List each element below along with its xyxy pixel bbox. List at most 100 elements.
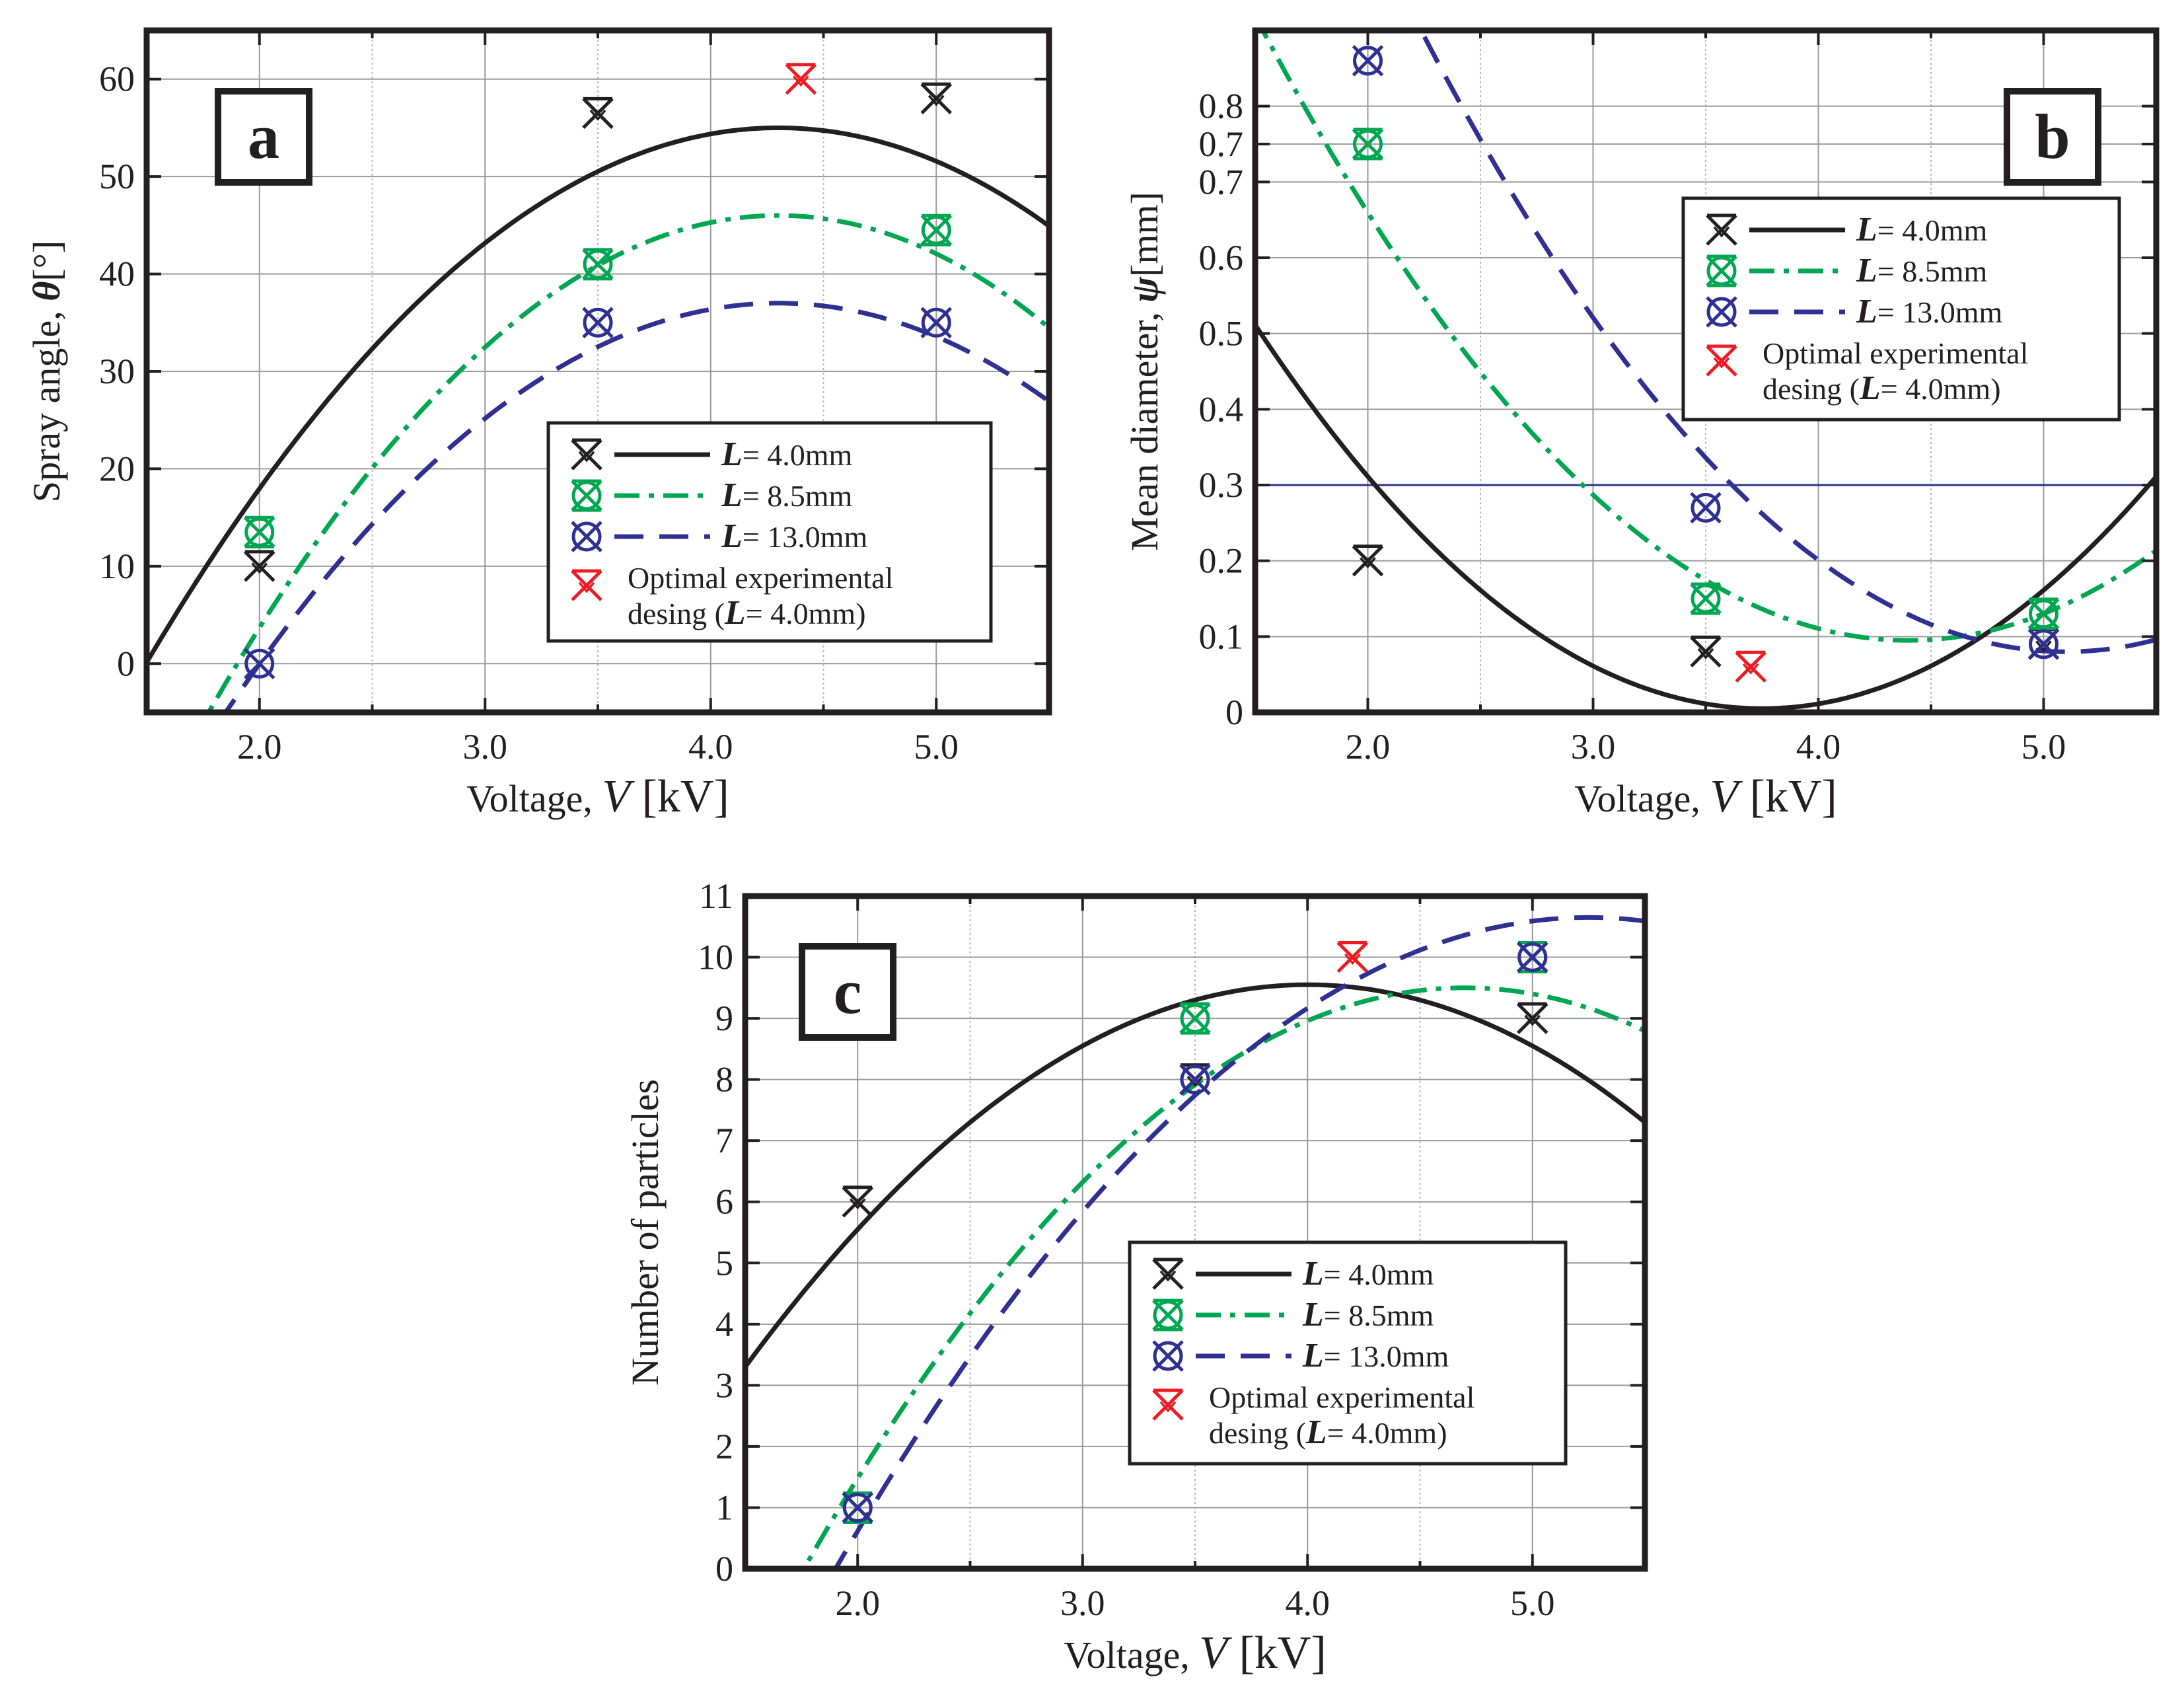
marker-stroke	[571, 570, 602, 601]
data-point-L13	[1352, 45, 1384, 77]
x-tick-label: 5.0	[1510, 1583, 1555, 1623]
marker-stroke	[1180, 1065, 1210, 1095]
y-tick-label: 7	[715, 1121, 733, 1160]
marker-stroke	[1690, 583, 1722, 615]
legend-label-L13: L= 13.0mm	[1856, 293, 2002, 330]
y-tick-label: 4	[715, 1304, 733, 1344]
marker-stroke	[928, 94, 945, 106]
legend-value: = 13.0mm	[1877, 295, 2003, 329]
x-axis-title-unit: [kV]	[1227, 1628, 1327, 1678]
marker-stroke	[1152, 1340, 1184, 1372]
y-tick-label: 0	[1225, 693, 1243, 732]
legend-value: = 8.5mm	[1877, 254, 1988, 288]
fit-curve-L13	[223, 301, 1049, 712]
legend-marker-L85	[571, 479, 602, 512]
legend-symbol: L	[1856, 293, 1877, 330]
y-tick-label: 10	[99, 546, 135, 586]
fit-curve-L85	[205, 213, 1049, 712]
data-point-L85	[2027, 597, 2060, 630]
y-tick-label: 0.7	[1199, 162, 1244, 202]
legend-label-optimal-line1: Optimal experimental	[1763, 336, 2028, 370]
y-tick-label: 11	[699, 876, 733, 916]
fit-curves	[147, 125, 1049, 712]
marker-stroke	[2029, 629, 2058, 659]
marker-stroke	[244, 648, 275, 679]
marker-stroke	[1706, 255, 1737, 287]
legend-box	[546, 421, 993, 643]
fit-curves	[1255, 30, 2156, 711]
y-axis-title-unit: [°]	[25, 241, 68, 282]
legend-label-L85: L= 8.5mm	[1302, 1296, 1434, 1334]
data-point-optimal	[1735, 650, 1766, 683]
x-tick-label: 2.0	[836, 1583, 881, 1623]
legend-marker-optimal	[1706, 344, 1737, 377]
legend-value: = 4.0mm	[1877, 213, 1988, 247]
y-axis-title: Mean diameter, ψ[mm]	[1123, 192, 1166, 551]
marker-stroke	[251, 562, 268, 574]
y-tick-label: 0.5	[1199, 314, 1244, 354]
data-point-L4	[842, 1185, 874, 1218]
y-tick-label: 0	[715, 1549, 733, 1589]
marker-stroke	[1690, 492, 1722, 524]
data-point-L13	[582, 307, 614, 339]
data-point-L4	[920, 82, 953, 114]
panel-letter: c	[834, 956, 862, 1027]
x-tick-label: 2.0	[1346, 727, 1391, 767]
legend-label-L85: L= 8.5mm	[721, 476, 852, 514]
legend-optimal-part: = 4.0mm)	[1327, 1416, 1447, 1450]
marker-stroke	[1691, 492, 1721, 523]
legend-symbol: L	[1305, 1413, 1327, 1451]
legend-value: = 4.0mm	[743, 438, 853, 472]
marker-stroke	[1706, 214, 1737, 246]
legend-symbol: L	[1302, 1337, 1324, 1374]
legend-label-L13: L= 13.0mm	[721, 517, 867, 555]
x-axis-title-main: Voltage,	[1574, 777, 1710, 820]
y-tick-label: 6	[715, 1182, 733, 1222]
marker-stroke	[1152, 1299, 1184, 1331]
legend-optimal-part: desing (	[1763, 372, 1860, 406]
marker-stroke	[920, 307, 953, 339]
data-point-L85	[1690, 582, 1722, 615]
x-axis-title-main: Voltage,	[466, 777, 602, 820]
y-tick-label: 30	[99, 352, 135, 391]
data-point-L4	[582, 96, 614, 130]
marker-stroke	[1153, 1341, 1183, 1371]
legend-label-L4: L= 4.0mm	[721, 435, 852, 473]
data-point-L13	[920, 307, 953, 339]
legend-marker-L4	[571, 438, 602, 470]
marker-stroke	[1517, 942, 1548, 973]
marker-stroke	[578, 451, 595, 463]
data-point-L85	[582, 248, 614, 281]
plot-frame	[742, 893, 1648, 1572]
y-tick-label: 0.4	[1199, 389, 1244, 429]
y-tick-label: 40	[99, 254, 135, 294]
marker-stroke	[243, 516, 275, 548]
marker-stroke	[589, 109, 606, 121]
marker-stroke	[582, 307, 614, 339]
panel-letter: b	[2035, 101, 2070, 172]
legend-marker-L85	[1706, 254, 1737, 287]
data-point-L13	[1690, 492, 1722, 524]
marker-stroke	[571, 439, 602, 470]
legend-symbol: L	[721, 517, 743, 555]
legend-symbol: L	[1856, 211, 1877, 248]
marker-stroke	[793, 75, 809, 87]
marker-stroke	[1735, 651, 1766, 683]
marker-stroke	[571, 521, 602, 552]
y-axis-title-main: Spray angle,	[25, 301, 68, 502]
marker-stroke	[1179, 1063, 1211, 1096]
y-axis-title: Spray angle, θ[°]	[25, 241, 68, 502]
x-axis-title-symbol: V	[602, 771, 635, 822]
legend-box	[1681, 196, 2121, 422]
marker-stroke	[1352, 128, 1384, 160]
fit-curve-L85	[1260, 30, 2156, 643]
x-axis-title-symbol: V	[1199, 1628, 1232, 1678]
legend-label-optimal-line1: Optimal experimental	[1209, 1380, 1474, 1414]
x-tick-label: 3.0	[1060, 1583, 1105, 1623]
y-tick-label: 0.6	[1199, 238, 1244, 278]
x-tick-label: 3.0	[463, 727, 508, 767]
marker-stroke	[1706, 345, 1737, 377]
y-tick-label: 0.2	[1199, 541, 1244, 581]
marker-stroke	[2035, 640, 2052, 652]
legend-symbol: L	[1302, 1255, 1324, 1293]
